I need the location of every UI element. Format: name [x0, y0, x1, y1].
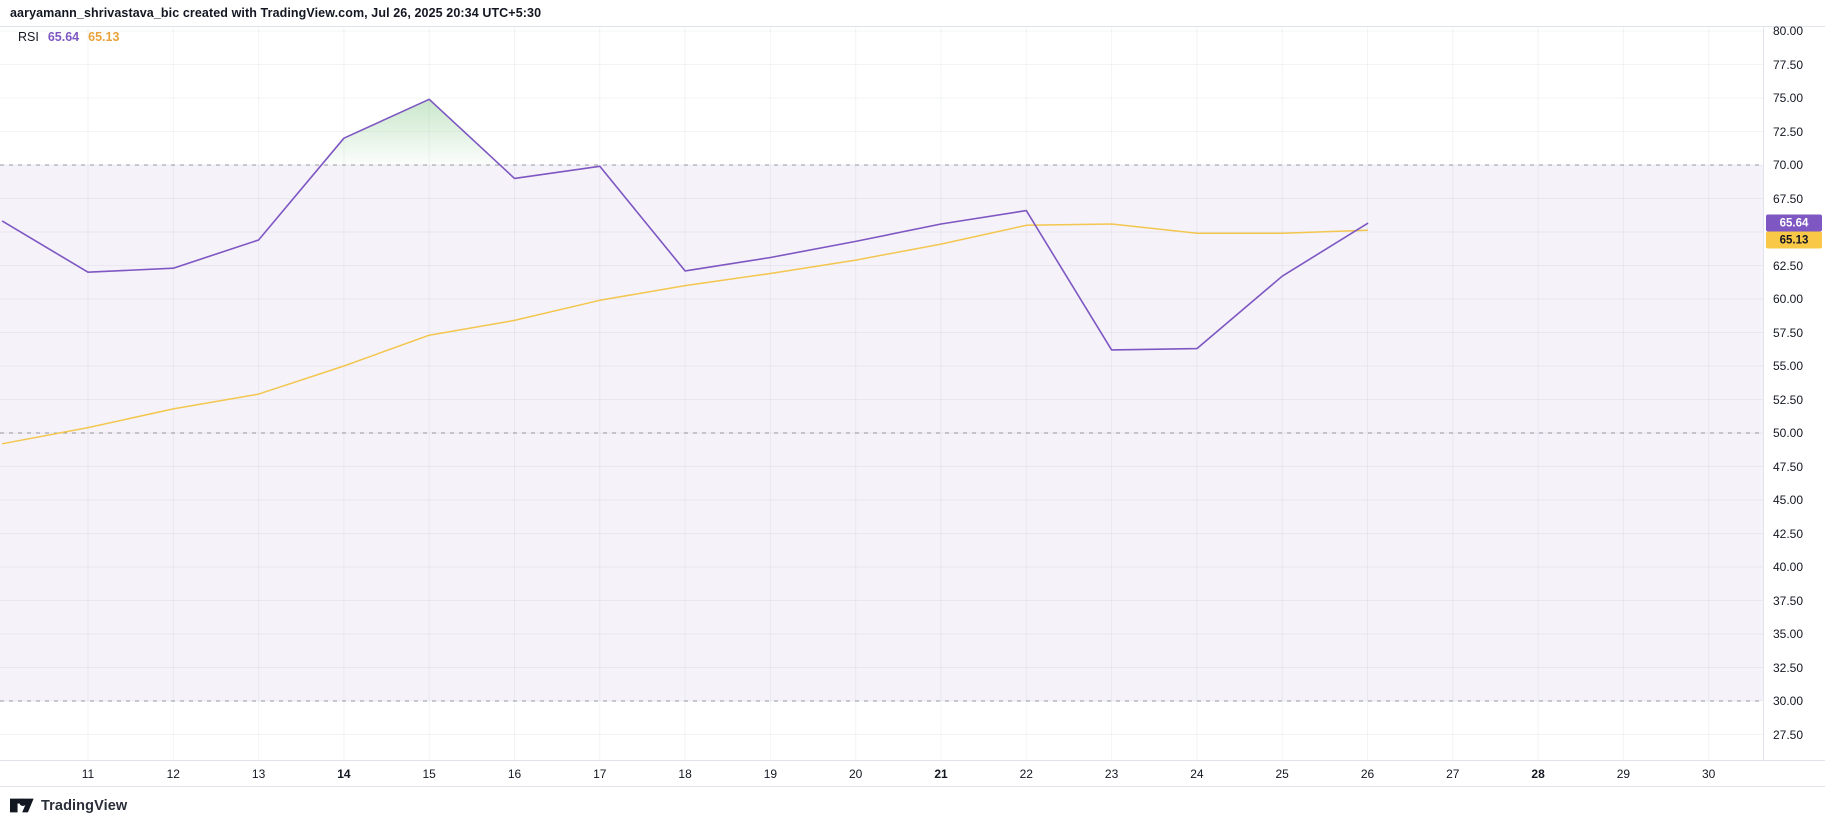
- price-label: 40.00: [1773, 560, 1804, 574]
- attribution-text: aaryamann_shrivastava_bic created with T…: [10, 6, 542, 20]
- time-label-20: 20: [849, 766, 863, 781]
- price-label: 45.00: [1773, 493, 1804, 507]
- time-label-28: 28: [1531, 766, 1545, 781]
- ma-line: [1, 223, 1369, 445]
- price-label: 62.50: [1773, 258, 1804, 273]
- time-label-26: 26: [1360, 766, 1375, 781]
- price-scale[interactable]: 80.00 77.50 75.00 72.50 70.00 67.50 62.50 60.00…: [1763, 24, 1825, 787]
- price-label: 37.50: [1773, 593, 1804, 608]
- price-label: 50.00: [1773, 426, 1804, 440]
- price-label: 30.00: [1773, 694, 1804, 708]
- price-label: 35.00: [1773, 627, 1804, 641]
- rsi-chart-canvas: [0, 27, 1763, 760]
- indicator-name-label: RSI: [18, 30, 39, 44]
- time-axis[interactable]: 11 12 13 14 15 16 17 18 19 20 21 22 23 24 25 26 27 28 29 30: [0, 760, 1825, 787]
- price-label: 80.00: [1773, 24, 1804, 38]
- time-label-13: 13: [251, 766, 266, 781]
- price-label: 57.50: [1773, 325, 1804, 340]
- time-label-12: 12: [166, 766, 180, 781]
- price-label: 32.50: [1773, 660, 1804, 675]
- grid-lines: [0, 27, 1763, 760]
- ma-value-label: 65.13: [88, 30, 120, 44]
- price-label: 47.50: [1773, 459, 1804, 474]
- footer-bar: TradingView: [0, 787, 1825, 824]
- time-label-22: 22: [1019, 766, 1033, 781]
- attribution-bar: aaryamann_shrivastava_bic created with T…: [0, 0, 1825, 27]
- time-label-14: 14: [337, 766, 351, 781]
- time-label-11: 11: [81, 766, 95, 781]
- rsi-chart-pane[interactable]: [0, 27, 1763, 760]
- time-label-29: 29: [1616, 766, 1631, 781]
- rsi-line: [1, 98, 1369, 351]
- price-label: 60.00: [1773, 292, 1804, 306]
- price-label: 42.50: [1773, 526, 1804, 541]
- price-label: 55.00: [1773, 359, 1804, 373]
- rsi-value-label: 65.64: [47, 30, 80, 44]
- time-label-21: 21: [934, 766, 948, 781]
- price-label: 52.50: [1773, 392, 1804, 407]
- time-label-23: 23: [1104, 766, 1119, 781]
- level-lines: [0, 164, 1763, 702]
- ma-price-badge: 65.13: [1766, 231, 1822, 249]
- time-label-17: 17: [593, 766, 607, 781]
- tradingview-wordmark[interactable]: TradingView: [41, 797, 128, 814]
- time-label-18: 18: [678, 766, 692, 781]
- time-label-16: 16: [507, 766, 522, 781]
- price-label: 67.50: [1773, 191, 1804, 206]
- price-label: 27.50: [1773, 727, 1804, 742]
- tradingview-logo-icon[interactable]: [10, 798, 34, 813]
- price-label: 75.00: [1773, 91, 1804, 105]
- price-label: 77.50: [1773, 57, 1804, 72]
- rsi-price-badge: 65.64: [1766, 214, 1822, 232]
- time-label-25: 25: [1275, 766, 1289, 781]
- time-label-30: 30: [1702, 766, 1716, 781]
- time-label-19: 19: [763, 766, 778, 781]
- time-label-15: 15: [422, 766, 436, 781]
- overbought-fill: [321, 99, 500, 165]
- time-label-24: 24: [1190, 766, 1204, 781]
- price-label: 70.00: [1773, 158, 1804, 172]
- time-label-27: 27: [1446, 766, 1460, 781]
- indicator-legend[interactable]: RSI 65.64 65.13: [18, 30, 119, 45]
- price-label: 72.50: [1773, 124, 1804, 139]
